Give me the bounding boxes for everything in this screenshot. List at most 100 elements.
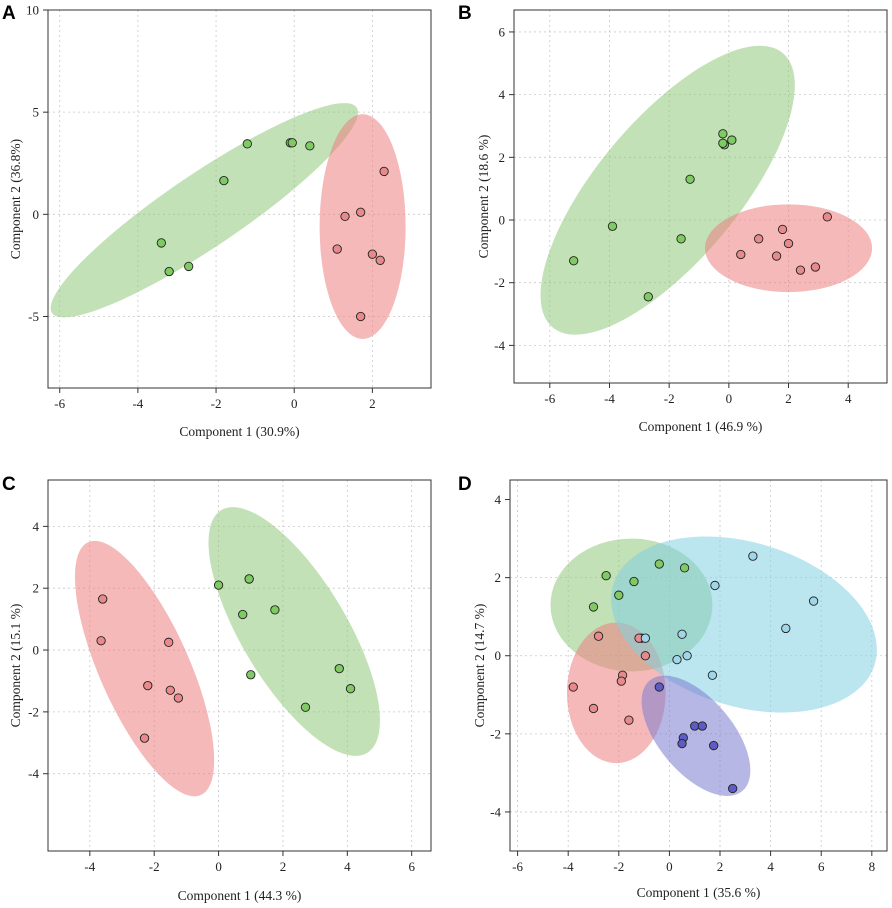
green-data-point [156,238,166,248]
x-tick-label: 2 [717,859,724,874]
red-data-point [379,166,389,177]
cyan-data-point [707,670,718,680]
purple-data-point [677,738,687,749]
y-tick-label: 5 [33,105,40,120]
panel-b-ticks: -6 -4 -2 0 2 4 -4 -2 0 2 4 6 [494,24,852,406]
green-data-point [213,580,224,590]
y-tick-label: 0 [499,213,506,228]
red-data-point [164,637,174,647]
green-data-point [345,684,356,694]
green-confidence-ellipse [540,45,795,335]
panel-a-ticks: -6 -4 -2 0 2 -5 0 5 10 [26,3,376,412]
panel-b-plot-frame [513,9,888,384]
x-tick-label: 2 [369,396,376,411]
y-tick-label: -2 [490,726,501,741]
panel-d-ellipses [550,536,877,796]
red-data-point [143,680,153,691]
panel-c-x-axis-label: Component 1 (44.3 %) [178,888,302,903]
panel-a-ellipses [50,103,406,339]
x-tick-label: -2 [664,391,675,406]
green-data-point [607,221,618,231]
green-confidence-ellipse [208,507,380,756]
x-tick-label: 0 [215,859,222,874]
cyan-data-point [677,629,687,639]
green-data-point [334,663,344,674]
red-data-point [640,651,651,661]
green-confidence-ellipse [50,103,358,318]
y-tick-label: 2 [495,570,502,585]
green-data-point [601,571,611,581]
green-data-point [242,139,252,149]
panel-d-points [568,551,819,794]
y-tick-label: -2 [28,704,39,719]
panel-d-plot-frame [509,479,888,852]
panel-b-points [569,129,832,302]
panel-a-plot-frame [47,9,432,389]
panel-c-plot-frame [47,479,432,852]
purple-data-point [697,721,707,731]
red-data-point [783,238,794,249]
cyan-data-point [672,654,682,665]
y-tick-label: -2 [494,275,505,290]
panel-label-b: B [458,3,472,24]
green-data-point [629,576,639,587]
panel-label-c: C [2,474,16,495]
y-tick-label: -4 [490,804,501,819]
panel-a-x-axis-label: Component 1 (30.9%) [179,424,299,439]
red-data-point [173,693,183,703]
panel-label-d: D [458,474,472,495]
x-tick-label: 6 [408,859,415,874]
panel-b-x-axis-label: Component 1 (46.9 %) [639,419,763,434]
y-tick-label: 0 [33,643,40,658]
green-data-point [238,609,248,620]
x-tick-label: -4 [604,391,615,406]
panel-b: B -6 -4 -2 0 2 4 -4 -2 0 2 4 6 Component 1 (46.9 %)… [458,3,888,434]
green-data-point [246,670,256,680]
y-tick-label: 0 [33,207,40,222]
red-data-point [367,249,378,259]
x-tick-label: -4 [84,859,95,874]
panel-c-ellipses [74,507,380,797]
red-confidence-ellipse [704,204,873,293]
red-data-point [356,311,366,322]
x-tick-label: -2 [149,859,160,874]
purple-confidence-ellipse [641,675,751,796]
red-data-point [771,251,782,261]
green-data-point [219,175,229,186]
x-tick-label: 2 [280,859,287,874]
red-data-point [96,636,106,646]
green-data-point [718,129,728,139]
x-tick-label: 4 [845,391,852,406]
purple-data-point [728,783,738,794]
red-data-point [356,207,366,217]
x-tick-label: -6 [512,859,523,874]
red-data-point [777,224,788,235]
green-data-point [727,135,737,145]
y-tick-label: -4 [28,766,39,781]
x-tick-label: 8 [869,859,876,874]
y-tick-label: -5 [28,309,39,324]
green-data-point [305,141,315,151]
y-tick-label: 2 [499,150,506,165]
panel-d-ticks: -6 -4 -2 0 2 4 6 8 -4 -2 0 2 4 [490,492,875,874]
red-data-point [754,234,764,244]
red-data-point [568,682,578,692]
x-tick-label: 0 [666,859,673,874]
x-tick-label: -4 [132,396,143,411]
red-data-point [795,265,806,275]
red-data-point [822,212,832,222]
x-tick-label: 4 [344,859,351,874]
green-data-point [614,590,624,600]
red-data-point [332,244,342,254]
red-confidence-ellipse [319,114,406,339]
y-tick-label: 10 [26,3,39,18]
panel-b-ellipses [540,45,873,335]
cyan-data-point [640,633,651,643]
panel-c: C -4 -2 0 2 4 6 -4 -2 0 2 4 Component 1 (44.3 %) C… [2,474,432,903]
panel-c-points [96,574,356,743]
cyan-data-point [682,651,692,661]
red-data-point [736,249,746,260]
green-data-point [164,266,174,277]
cyan-data-point [781,623,791,634]
